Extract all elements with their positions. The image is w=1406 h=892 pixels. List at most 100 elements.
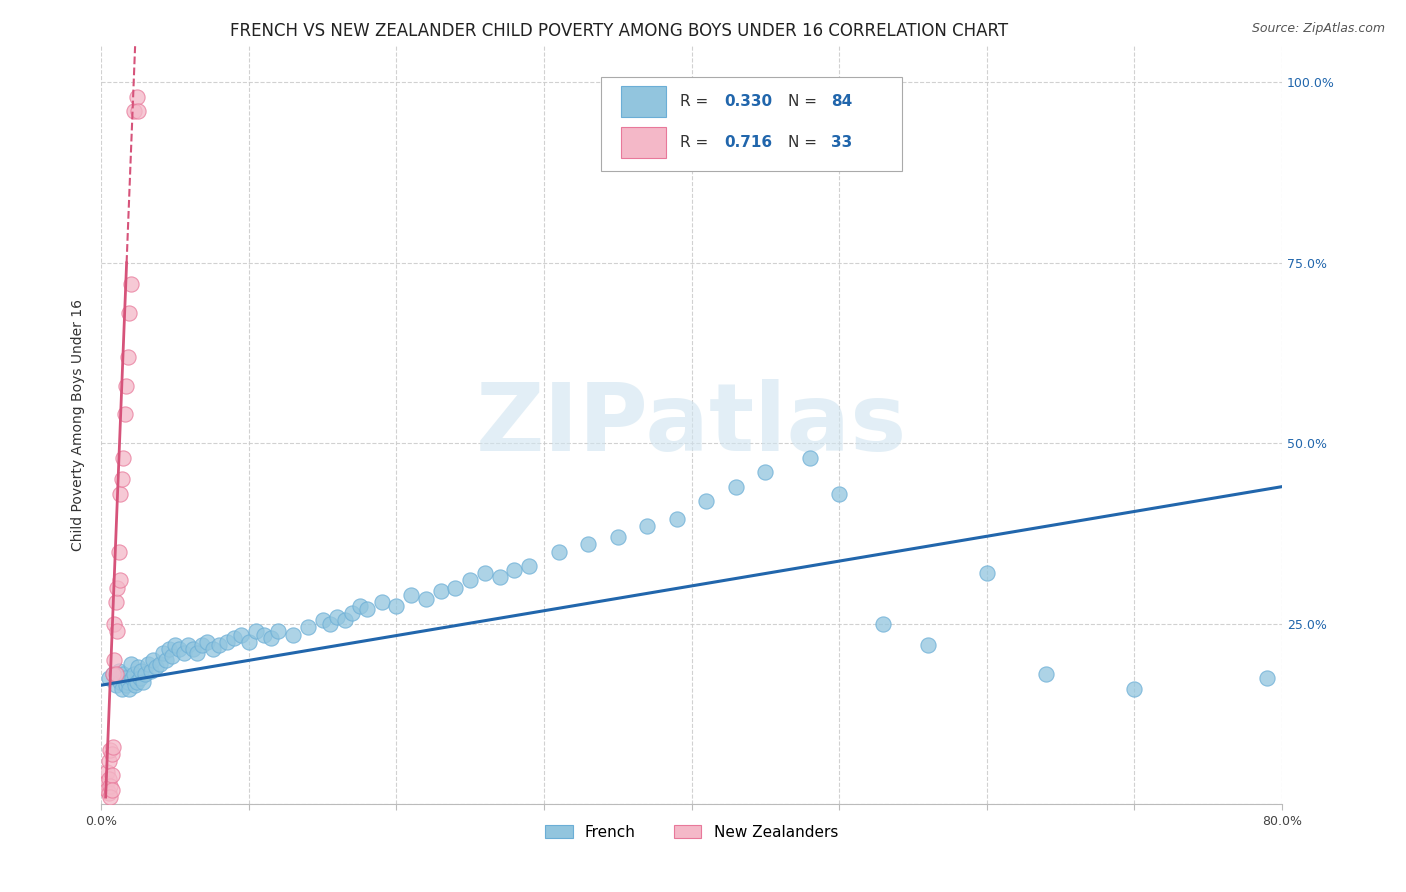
Text: 0.330: 0.330 bbox=[724, 94, 773, 109]
Point bbox=[415, 591, 437, 606]
Point bbox=[114, 408, 136, 422]
Point bbox=[547, 544, 569, 558]
Point bbox=[128, 671, 150, 685]
Text: Source: ZipAtlas.com: Source: ZipAtlas.com bbox=[1251, 22, 1385, 36]
Point bbox=[333, 613, 356, 627]
FancyBboxPatch shape bbox=[621, 128, 665, 158]
Point bbox=[311, 613, 333, 627]
Point bbox=[134, 667, 156, 681]
Point bbox=[112, 667, 135, 681]
Point bbox=[474, 566, 496, 581]
Point bbox=[107, 581, 129, 595]
Text: N =: N = bbox=[789, 135, 823, 150]
Point bbox=[115, 378, 138, 392]
Point bbox=[127, 104, 149, 119]
Point bbox=[260, 632, 283, 646]
Point bbox=[1256, 671, 1278, 685]
Point bbox=[98, 790, 121, 805]
Point bbox=[117, 674, 139, 689]
Point bbox=[1123, 681, 1146, 696]
Point bbox=[101, 739, 124, 754]
Point bbox=[177, 639, 200, 653]
Point bbox=[101, 667, 124, 681]
Point bbox=[104, 667, 127, 681]
Point bbox=[111, 681, 134, 696]
Point bbox=[281, 627, 304, 641]
Point bbox=[129, 664, 152, 678]
Point bbox=[149, 657, 172, 671]
Point bbox=[186, 646, 208, 660]
Point bbox=[458, 574, 481, 588]
Point bbox=[97, 671, 120, 685]
Point bbox=[429, 584, 451, 599]
Point bbox=[152, 646, 174, 660]
Point bbox=[665, 512, 688, 526]
Point bbox=[104, 678, 127, 692]
Point bbox=[108, 544, 131, 558]
Point bbox=[349, 599, 371, 613]
Point bbox=[319, 616, 342, 631]
Point bbox=[1035, 667, 1057, 681]
Point bbox=[340, 606, 363, 620]
Point bbox=[828, 487, 851, 501]
Point bbox=[444, 581, 467, 595]
Point bbox=[118, 306, 141, 320]
Point bbox=[118, 681, 141, 696]
Point bbox=[160, 649, 183, 664]
Point bbox=[215, 635, 238, 649]
Point bbox=[169, 642, 191, 657]
Text: R =: R = bbox=[681, 135, 713, 150]
Point bbox=[399, 588, 422, 602]
Point bbox=[120, 657, 142, 671]
Point bbox=[173, 646, 195, 660]
Point bbox=[145, 660, 167, 674]
Point bbox=[115, 678, 138, 692]
Point bbox=[208, 639, 231, 653]
FancyBboxPatch shape bbox=[621, 87, 665, 117]
Point bbox=[125, 674, 148, 689]
Point bbox=[114, 671, 136, 685]
Point bbox=[131, 674, 153, 689]
Point bbox=[222, 632, 245, 646]
Point bbox=[98, 743, 121, 757]
Point bbox=[976, 566, 998, 581]
Point bbox=[297, 620, 319, 634]
Point bbox=[122, 667, 145, 681]
Point bbox=[138, 657, 160, 671]
Point bbox=[98, 779, 121, 793]
Point bbox=[100, 783, 122, 797]
Point bbox=[108, 664, 131, 678]
Point bbox=[110, 574, 132, 588]
Point bbox=[157, 642, 180, 657]
Point bbox=[197, 635, 219, 649]
Y-axis label: Child Poverty Among Boys Under 16: Child Poverty Among Boys Under 16 bbox=[72, 300, 86, 551]
Point bbox=[245, 624, 267, 638]
Point bbox=[97, 772, 120, 786]
Text: 0.716: 0.716 bbox=[724, 135, 773, 150]
Point bbox=[267, 624, 290, 638]
Point bbox=[124, 678, 146, 692]
Point bbox=[231, 627, 253, 641]
Point bbox=[370, 595, 392, 609]
Point bbox=[122, 104, 145, 119]
Point bbox=[155, 653, 177, 667]
Point bbox=[636, 519, 658, 533]
Point bbox=[724, 480, 747, 494]
Point bbox=[238, 635, 260, 649]
Point bbox=[110, 487, 132, 501]
Text: 33: 33 bbox=[831, 135, 852, 150]
Point bbox=[872, 616, 894, 631]
Point bbox=[97, 754, 120, 768]
Point bbox=[111, 472, 134, 486]
Point bbox=[695, 494, 717, 508]
Point bbox=[142, 653, 165, 667]
Point bbox=[97, 787, 120, 801]
Point bbox=[190, 639, 212, 653]
Point bbox=[96, 764, 118, 779]
Text: 84: 84 bbox=[831, 94, 852, 109]
Point bbox=[117, 350, 139, 364]
Point bbox=[754, 465, 776, 479]
Point bbox=[606, 530, 628, 544]
Point bbox=[917, 639, 939, 653]
Point bbox=[103, 616, 125, 631]
